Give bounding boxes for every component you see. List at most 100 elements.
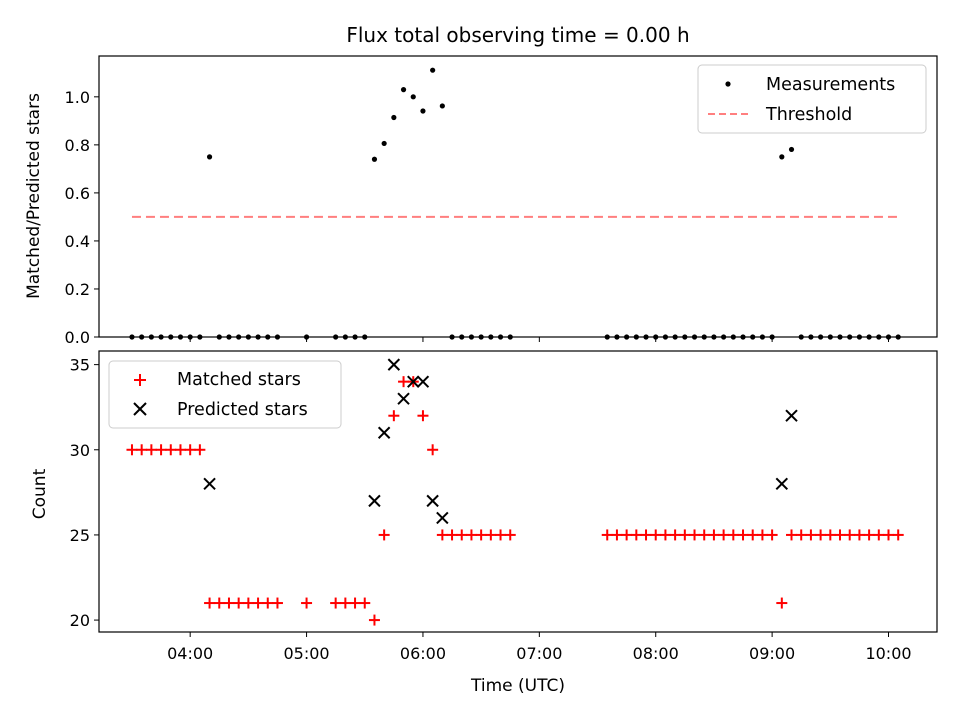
bottom-y-tick-label: 35 bbox=[70, 356, 90, 375]
matched-star-point bbox=[145, 444, 157, 456]
matched-star-point bbox=[504, 529, 516, 541]
matched-star-point bbox=[844, 529, 856, 541]
predicted-star-point bbox=[436, 511, 449, 525]
matched-star-point bbox=[136, 444, 148, 456]
top-axes-frame bbox=[98, 55, 938, 338]
matched-star-point bbox=[650, 529, 662, 541]
top-y-tick-label: 0.6 bbox=[65, 184, 90, 203]
bottom-x-axis: 04:00 05:00 06:00 07:00 08:00 09:00 10:00 bbox=[167, 632, 912, 663]
matched-star-point bbox=[301, 597, 313, 609]
matched-star-point bbox=[853, 529, 865, 541]
bottom-y-tick-label: 20 bbox=[70, 611, 90, 630]
x-tick-label: 04:00 bbox=[167, 644, 213, 663]
top-y-axis-title: Matched/Predicted stars bbox=[24, 93, 44, 299]
matched-star-point bbox=[621, 529, 633, 541]
measurement-point bbox=[788, 146, 795, 153]
matched-star-point bbox=[640, 529, 652, 541]
matched-star-point bbox=[873, 529, 885, 541]
matched-star-point bbox=[727, 529, 739, 541]
top-y-tick-label: 0.8 bbox=[65, 136, 90, 155]
measurement-point bbox=[371, 156, 378, 162]
bottom-y-tick-label: 30 bbox=[70, 441, 90, 460]
predicted-star-point bbox=[368, 494, 381, 508]
legend-matched-marker bbox=[134, 374, 146, 386]
matched-star-point bbox=[242, 597, 254, 609]
matched-star-point bbox=[824, 529, 836, 541]
predicted-star-point bbox=[426, 494, 439, 508]
matched-star-point bbox=[213, 597, 225, 609]
matched-star-point bbox=[747, 529, 759, 541]
bottom-y-axis: 20 25 30 35 bbox=[70, 356, 99, 630]
matched-star-point bbox=[756, 529, 768, 541]
chart-title: Flux total observing time = 0.00 h bbox=[346, 23, 689, 47]
x-tick-label: 10:00 bbox=[865, 644, 911, 663]
matched-star-point bbox=[485, 529, 497, 541]
bottom-legend: Matched stars Predicted stars bbox=[108, 360, 342, 429]
matched-star-point bbox=[679, 529, 691, 541]
matched-star-point bbox=[436, 529, 448, 541]
matched-star-point bbox=[126, 444, 138, 456]
bottom-y-axis-title: Count bbox=[30, 468, 50, 519]
matched-star-point bbox=[233, 597, 245, 609]
matched-star-point bbox=[378, 529, 390, 541]
measurement-point bbox=[439, 103, 445, 109]
predicted-star-point bbox=[775, 477, 789, 491]
matched-star-point bbox=[174, 444, 186, 456]
x-tick-label: 09:00 bbox=[749, 644, 795, 663]
matched-star-point bbox=[737, 529, 749, 541]
predicted-star-point bbox=[416, 375, 430, 388]
top-panel: 0.0 0.2 0.4 0.6 0.8 1.0 Matched/Predicted sta… bbox=[24, 55, 938, 347]
matched-star-point bbox=[204, 597, 216, 609]
x-tick-label: 06:00 bbox=[400, 644, 446, 663]
matched-star-point bbox=[271, 597, 283, 609]
matched-star-point bbox=[601, 529, 613, 541]
top-y-tick-label: 1.0 bbox=[65, 88, 90, 107]
top-y-tick-label: 0.0 bbox=[65, 328, 90, 347]
bottom-legend-box bbox=[108, 360, 342, 429]
measurement-point bbox=[381, 140, 387, 147]
predicted-star-point bbox=[377, 426, 391, 439]
measurement-point bbox=[391, 114, 397, 121]
matched-star-point bbox=[863, 529, 875, 541]
matched-star-point bbox=[339, 597, 351, 609]
matched-star-point bbox=[718, 529, 730, 541]
predicted-star-point bbox=[397, 392, 410, 405]
matched-star-point bbox=[262, 597, 274, 609]
matched-star-point bbox=[194, 444, 206, 456]
matched-star-point bbox=[155, 444, 167, 456]
matched-star-point bbox=[388, 410, 400, 422]
matched-star-point bbox=[465, 529, 477, 541]
legend-predicted-label: Predicted stars bbox=[177, 400, 308, 420]
measurement-point bbox=[779, 154, 785, 160]
bottom-y-tick-label: 25 bbox=[70, 526, 90, 545]
matched-star-point bbox=[330, 597, 342, 609]
x-tick-label: 05:00 bbox=[284, 644, 330, 663]
matched-star-point bbox=[630, 529, 642, 541]
matched-star-point bbox=[495, 529, 507, 541]
matched-star-point bbox=[398, 376, 410, 388]
matched-star-point bbox=[834, 529, 846, 541]
matched-star-point bbox=[669, 529, 681, 541]
matched-star-point bbox=[805, 529, 817, 541]
matched-star-point bbox=[252, 597, 264, 609]
matched-star-point bbox=[475, 529, 487, 541]
legend-threshold-label: Threshold bbox=[765, 105, 852, 125]
x-tick-label: 08:00 bbox=[633, 644, 679, 663]
matched-star-point bbox=[815, 529, 827, 541]
predicted-stars-series bbox=[203, 358, 798, 525]
matched-star-point bbox=[368, 614, 380, 626]
top-y-axis: 0.0 0.2 0.4 0.6 0.8 1.0 bbox=[65, 88, 99, 347]
matched-star-point bbox=[427, 444, 439, 456]
bottom-panel: 20 25 30 35 04:00 05:00 06:00 07:00 08:00 09:00 1… bbox=[30, 350, 938, 696]
measurement-point bbox=[410, 94, 416, 100]
matched-star-point bbox=[349, 597, 361, 609]
measurement-point bbox=[430, 67, 436, 73]
measurement-point bbox=[400, 87, 407, 93]
legend-measurements-marker bbox=[725, 81, 731, 87]
matched-star-point bbox=[446, 529, 458, 541]
matched-star-point bbox=[359, 597, 371, 609]
matched-star-point bbox=[708, 529, 720, 541]
matched-star-point bbox=[659, 529, 671, 541]
measurement-point bbox=[420, 108, 426, 114]
